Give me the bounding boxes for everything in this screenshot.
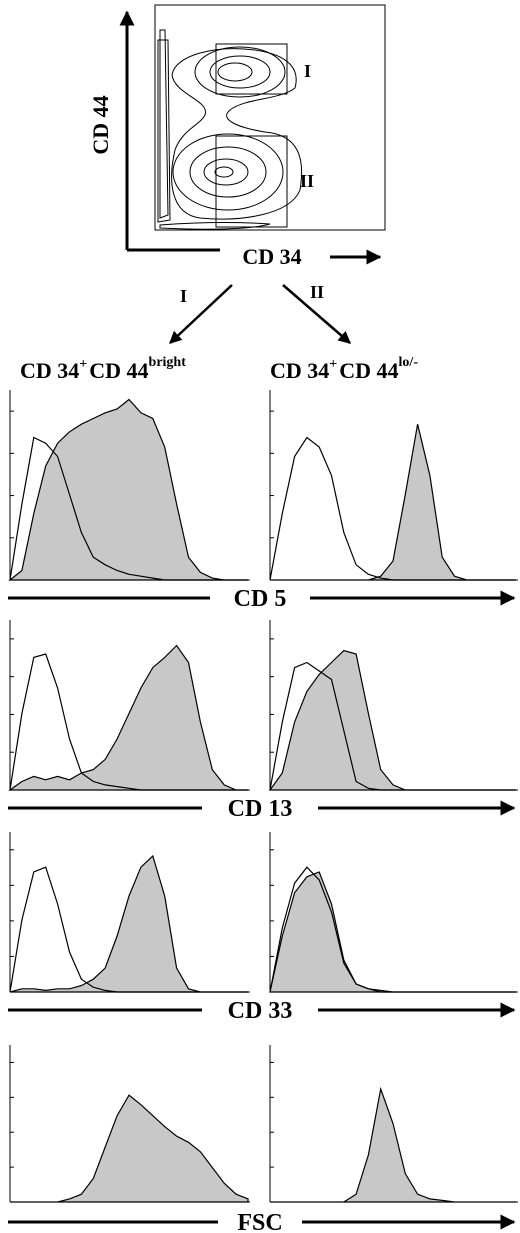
- histogram-panel-I: [9, 1045, 250, 1203]
- stained-histogram-area: [8, 398, 248, 581]
- histogram-panel-I: [8, 390, 250, 581]
- gate-II-label: II: [300, 171, 314, 191]
- control-histogram-line: [269, 436, 516, 581]
- histogram-panel-II: [269, 832, 518, 993]
- histogram-panel-II: [269, 390, 518, 581]
- stained-histogram-area: [268, 649, 516, 791]
- population-I-heading: CD 34+CD 44bright: [20, 355, 186, 383]
- control-histogram-line: [269, 661, 516, 791]
- histogram-axis-label: CD 33: [228, 998, 293, 1024]
- histogram-row-3: CD 33: [8, 832, 518, 1024]
- histogram-panel-I: [9, 832, 250, 993]
- control-histogram-line: [9, 866, 248, 993]
- y-axis-label: CD 44: [88, 95, 113, 154]
- histogram-rows: CD 5 CD 13 CD 33 FSC: [8, 390, 518, 1233]
- control-histogram-line: [9, 653, 248, 791]
- contour-lines: [157, 29, 303, 230]
- control-histogram-line: [9, 436, 248, 581]
- stained-histogram-area: [270, 424, 516, 581]
- stained-histogram-area: [10, 1094, 249, 1203]
- gate-II: [215, 135, 288, 228]
- arrow-II: [282, 284, 351, 344]
- branch-arrows: I II: [169, 282, 351, 344]
- histogram-panel-I: [8, 620, 250, 791]
- histogram-axis-label: CD 13: [228, 796, 293, 822]
- histogram-axis-label: FSC: [237, 1210, 282, 1233]
- histogram-row-4: FSC: [8, 1045, 518, 1233]
- gate-I: [215, 43, 288, 95]
- histogram-row-2: CD 13: [8, 620, 518, 822]
- histogram-panel-II: [268, 620, 518, 791]
- histogram-row-1: CD 5: [8, 390, 518, 612]
- population-II-heading: CD 34+CD 44lo/-: [270, 355, 418, 383]
- arrow-II-label: II: [310, 282, 324, 302]
- histogram-axis-label: CD 5: [234, 586, 287, 612]
- contour-frame: [154, 4, 386, 231]
- x-axis-label: CD 34: [242, 244, 301, 269]
- stained-histogram-area: [269, 871, 516, 993]
- gate-I-label: I: [304, 61, 311, 81]
- contour-plot: CD 44 CD 34 I II: [88, 4, 386, 269]
- arrow-I: [169, 284, 233, 344]
- stained-histogram-area: [8, 644, 248, 791]
- arrow-I-label: I: [180, 286, 187, 306]
- histogram-panel-II: [269, 1045, 518, 1203]
- control-histogram-line: [269, 866, 516, 993]
- stained-histogram-area: [9, 854, 248, 993]
- stained-histogram-area: [270, 1086, 516, 1203]
